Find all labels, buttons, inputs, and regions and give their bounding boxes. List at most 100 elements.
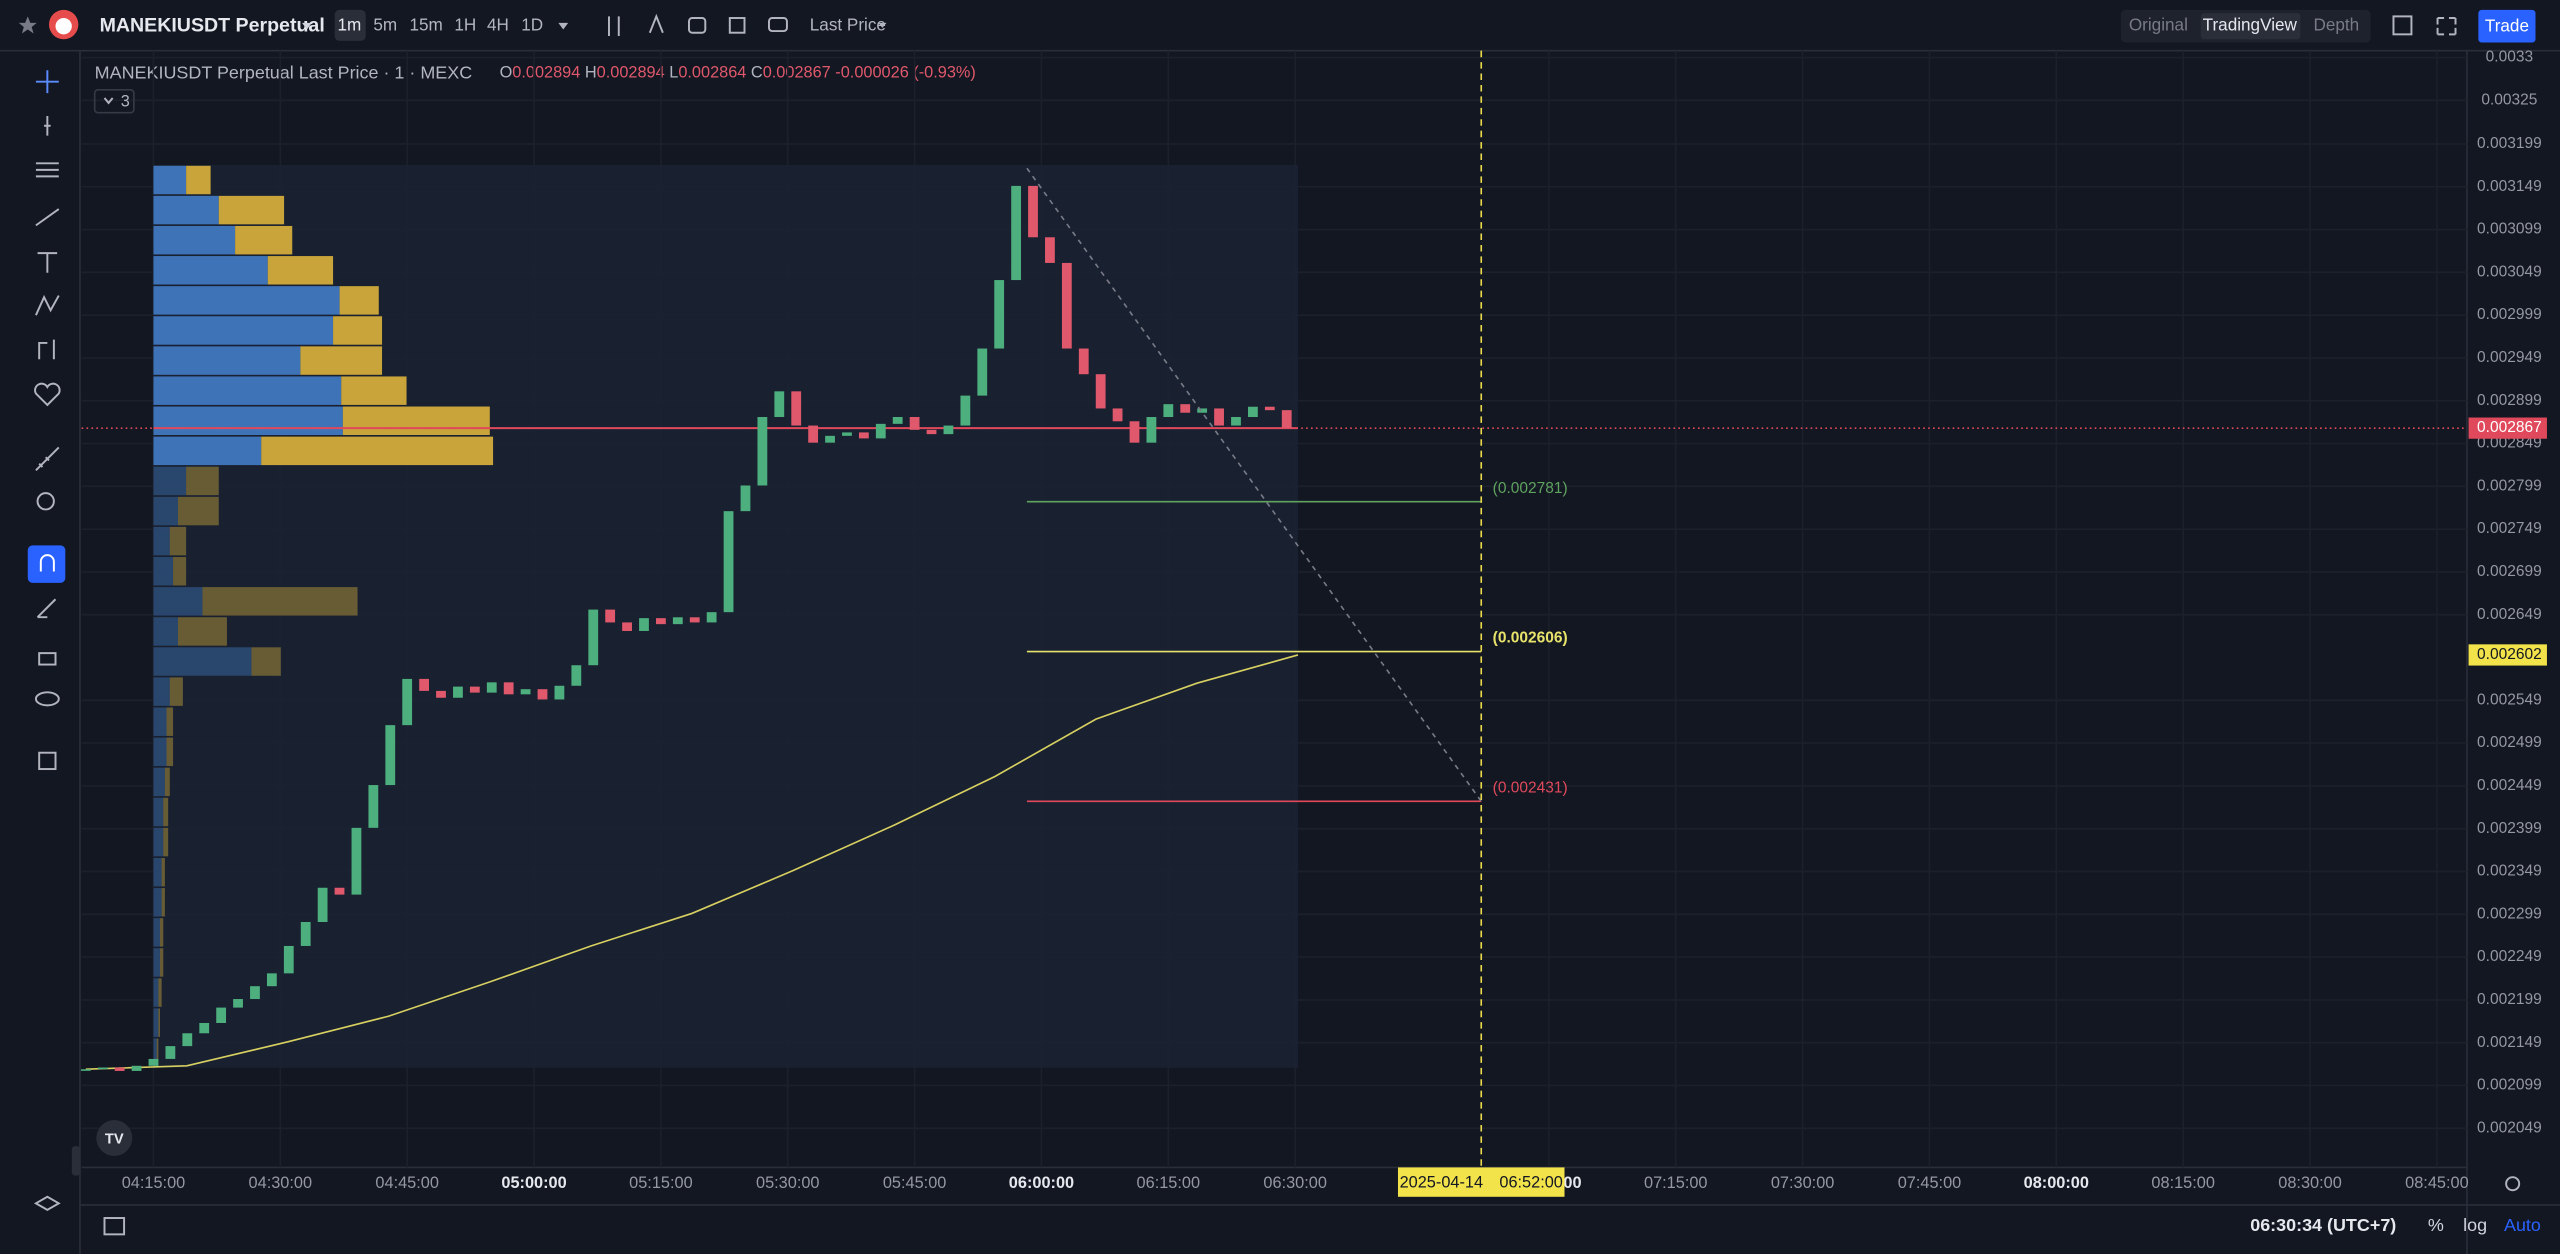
layout-icon[interactable] bbox=[728, 17, 746, 34]
header-icons bbox=[608, 13, 788, 36]
profile-sell bbox=[161, 888, 165, 917]
symbol-logo-face bbox=[55, 18, 72, 35]
y-tick-label: 0.002049 bbox=[2477, 1119, 2542, 1136]
percent-toggle[interactable]: % bbox=[2428, 1215, 2444, 1235]
price-type[interactable]: Last Price bbox=[810, 15, 886, 35]
y-tick-label: 0.002099 bbox=[2477, 1077, 2542, 1094]
log-toggle[interactable]: log bbox=[2463, 1215, 2487, 1235]
profile-sell bbox=[161, 857, 165, 887]
profile-sell bbox=[166, 707, 174, 736]
last-price-badge bbox=[2468, 417, 2547, 439]
interval[interactable]: 1m bbox=[337, 15, 361, 35]
pattern-tool[interactable] bbox=[35, 294, 60, 316]
y-tick-label: 0.002899 bbox=[2477, 392, 2542, 409]
magnet-active-bg bbox=[27, 545, 66, 583]
auto-toggle[interactable]: Auto bbox=[2504, 1215, 2541, 1235]
interval[interactable]: 1H bbox=[454, 15, 476, 35]
object-tree[interactable] bbox=[33, 1195, 61, 1211]
profile-sell bbox=[158, 1008, 160, 1037]
candle bbox=[1078, 348, 1089, 375]
measure-tool[interactable] bbox=[35, 446, 60, 471]
crosshair-tool[interactable] bbox=[35, 70, 59, 94]
candle bbox=[385, 725, 396, 786]
symbol-name[interactable]: MANEKIUSDT Perpetual bbox=[100, 14, 325, 36]
y-tick-label: 0.003099 bbox=[2477, 221, 2542, 238]
price-type-caret bbox=[878, 22, 887, 28]
candle bbox=[266, 973, 277, 987]
candle bbox=[1281, 410, 1292, 429]
text-tool[interactable] bbox=[37, 252, 58, 273]
profile-sell bbox=[169, 526, 187, 556]
profile-sell bbox=[202, 587, 358, 616]
indicator-toggle[interactable] bbox=[93, 89, 135, 114]
y-tick-label: 0.003149 bbox=[2477, 178, 2542, 195]
profile-buy bbox=[153, 376, 342, 405]
prediction-tool[interactable] bbox=[38, 339, 55, 360]
profile-buy bbox=[153, 1008, 159, 1037]
candle bbox=[1146, 417, 1157, 443]
profile-buy bbox=[153, 767, 165, 797]
profile-sell bbox=[169, 677, 183, 706]
y-tick-label: 0.002249 bbox=[2477, 948, 2542, 965]
profile-sell bbox=[342, 406, 490, 435]
view-option[interactable]: Depth bbox=[2313, 15, 2359, 35]
profile-buy bbox=[153, 195, 219, 225]
hide-tool[interactable] bbox=[34, 691, 60, 707]
toolbar-collapse[interactable] bbox=[71, 1146, 80, 1176]
candle bbox=[875, 423, 886, 439]
magnet-tool[interactable] bbox=[39, 554, 55, 572]
interval[interactable]: 1D bbox=[521, 15, 543, 35]
interval[interactable]: 5m bbox=[373, 15, 397, 35]
candle bbox=[283, 945, 294, 974]
fullscreen-icon[interactable] bbox=[2436, 17, 2457, 36]
x-tick-label: 06:00:00 bbox=[1009, 1174, 1074, 1192]
indicator-count[interactable]: 3 bbox=[121, 92, 130, 110]
y-tick-label: 0.002949 bbox=[2477, 349, 2542, 366]
candle-type-icon[interactable] bbox=[608, 16, 620, 36]
interval-caret[interactable] bbox=[558, 22, 569, 30]
profile-buy bbox=[153, 888, 162, 917]
candle bbox=[182, 1033, 193, 1047]
view-option[interactable]: TradingView bbox=[2203, 15, 2298, 35]
line-tool[interactable] bbox=[44, 115, 51, 136]
candle bbox=[80, 1069, 91, 1071]
x-tick-label: 07:45:00 bbox=[1898, 1174, 1962, 1192]
candle bbox=[1214, 408, 1224, 426]
tv-logo[interactable] bbox=[96, 1120, 133, 1156]
y-tick-label: 0.002649 bbox=[2477, 606, 2542, 623]
fib-tool[interactable] bbox=[35, 162, 59, 178]
brush-tool[interactable] bbox=[35, 208, 60, 227]
view-option[interactable]: Original bbox=[2129, 15, 2188, 35]
candle bbox=[503, 682, 514, 695]
profile-buy bbox=[153, 316, 334, 345]
ohlc-key: H bbox=[585, 64, 597, 82]
window-icon[interactable] bbox=[2392, 15, 2413, 36]
candle bbox=[672, 617, 683, 625]
indicator-icon[interactable] bbox=[648, 13, 664, 34]
favorite-icon[interactable] bbox=[18, 16, 37, 34]
favorites-tool[interactable] bbox=[34, 382, 61, 407]
lock-tool[interactable] bbox=[38, 652, 57, 666]
x-tick-label: 07:15:00 bbox=[1644, 1174, 1708, 1192]
delete-tool[interactable] bbox=[38, 751, 57, 771]
trade-button[interactable] bbox=[2478, 9, 2536, 43]
candle bbox=[1028, 185, 1038, 238]
camera-icon[interactable] bbox=[768, 17, 788, 33]
y-tick-label: 0.002399 bbox=[2477, 820, 2542, 837]
zoom-tool[interactable] bbox=[36, 492, 55, 511]
settings-icon[interactable] bbox=[2505, 1176, 2521, 1192]
candle bbox=[571, 665, 582, 686]
y-tick-label: 0.002499 bbox=[2477, 734, 2542, 751]
candle bbox=[419, 678, 429, 691]
interval[interactable]: 4H bbox=[487, 15, 509, 35]
stay-drawing-tool[interactable] bbox=[36, 598, 57, 619]
goto-date[interactable] bbox=[103, 1217, 126, 1236]
symbol-caret[interactable] bbox=[302, 22, 312, 30]
profile-buy bbox=[153, 857, 162, 887]
target-label: (0.002781) bbox=[1493, 480, 1568, 497]
ohlc-change: -0.000026 (-0.93%) bbox=[835, 64, 976, 82]
interval[interactable]: 15m bbox=[409, 15, 442, 35]
trade-label[interactable]: Trade bbox=[2485, 16, 2529, 36]
template-icon[interactable] bbox=[688, 17, 707, 34]
